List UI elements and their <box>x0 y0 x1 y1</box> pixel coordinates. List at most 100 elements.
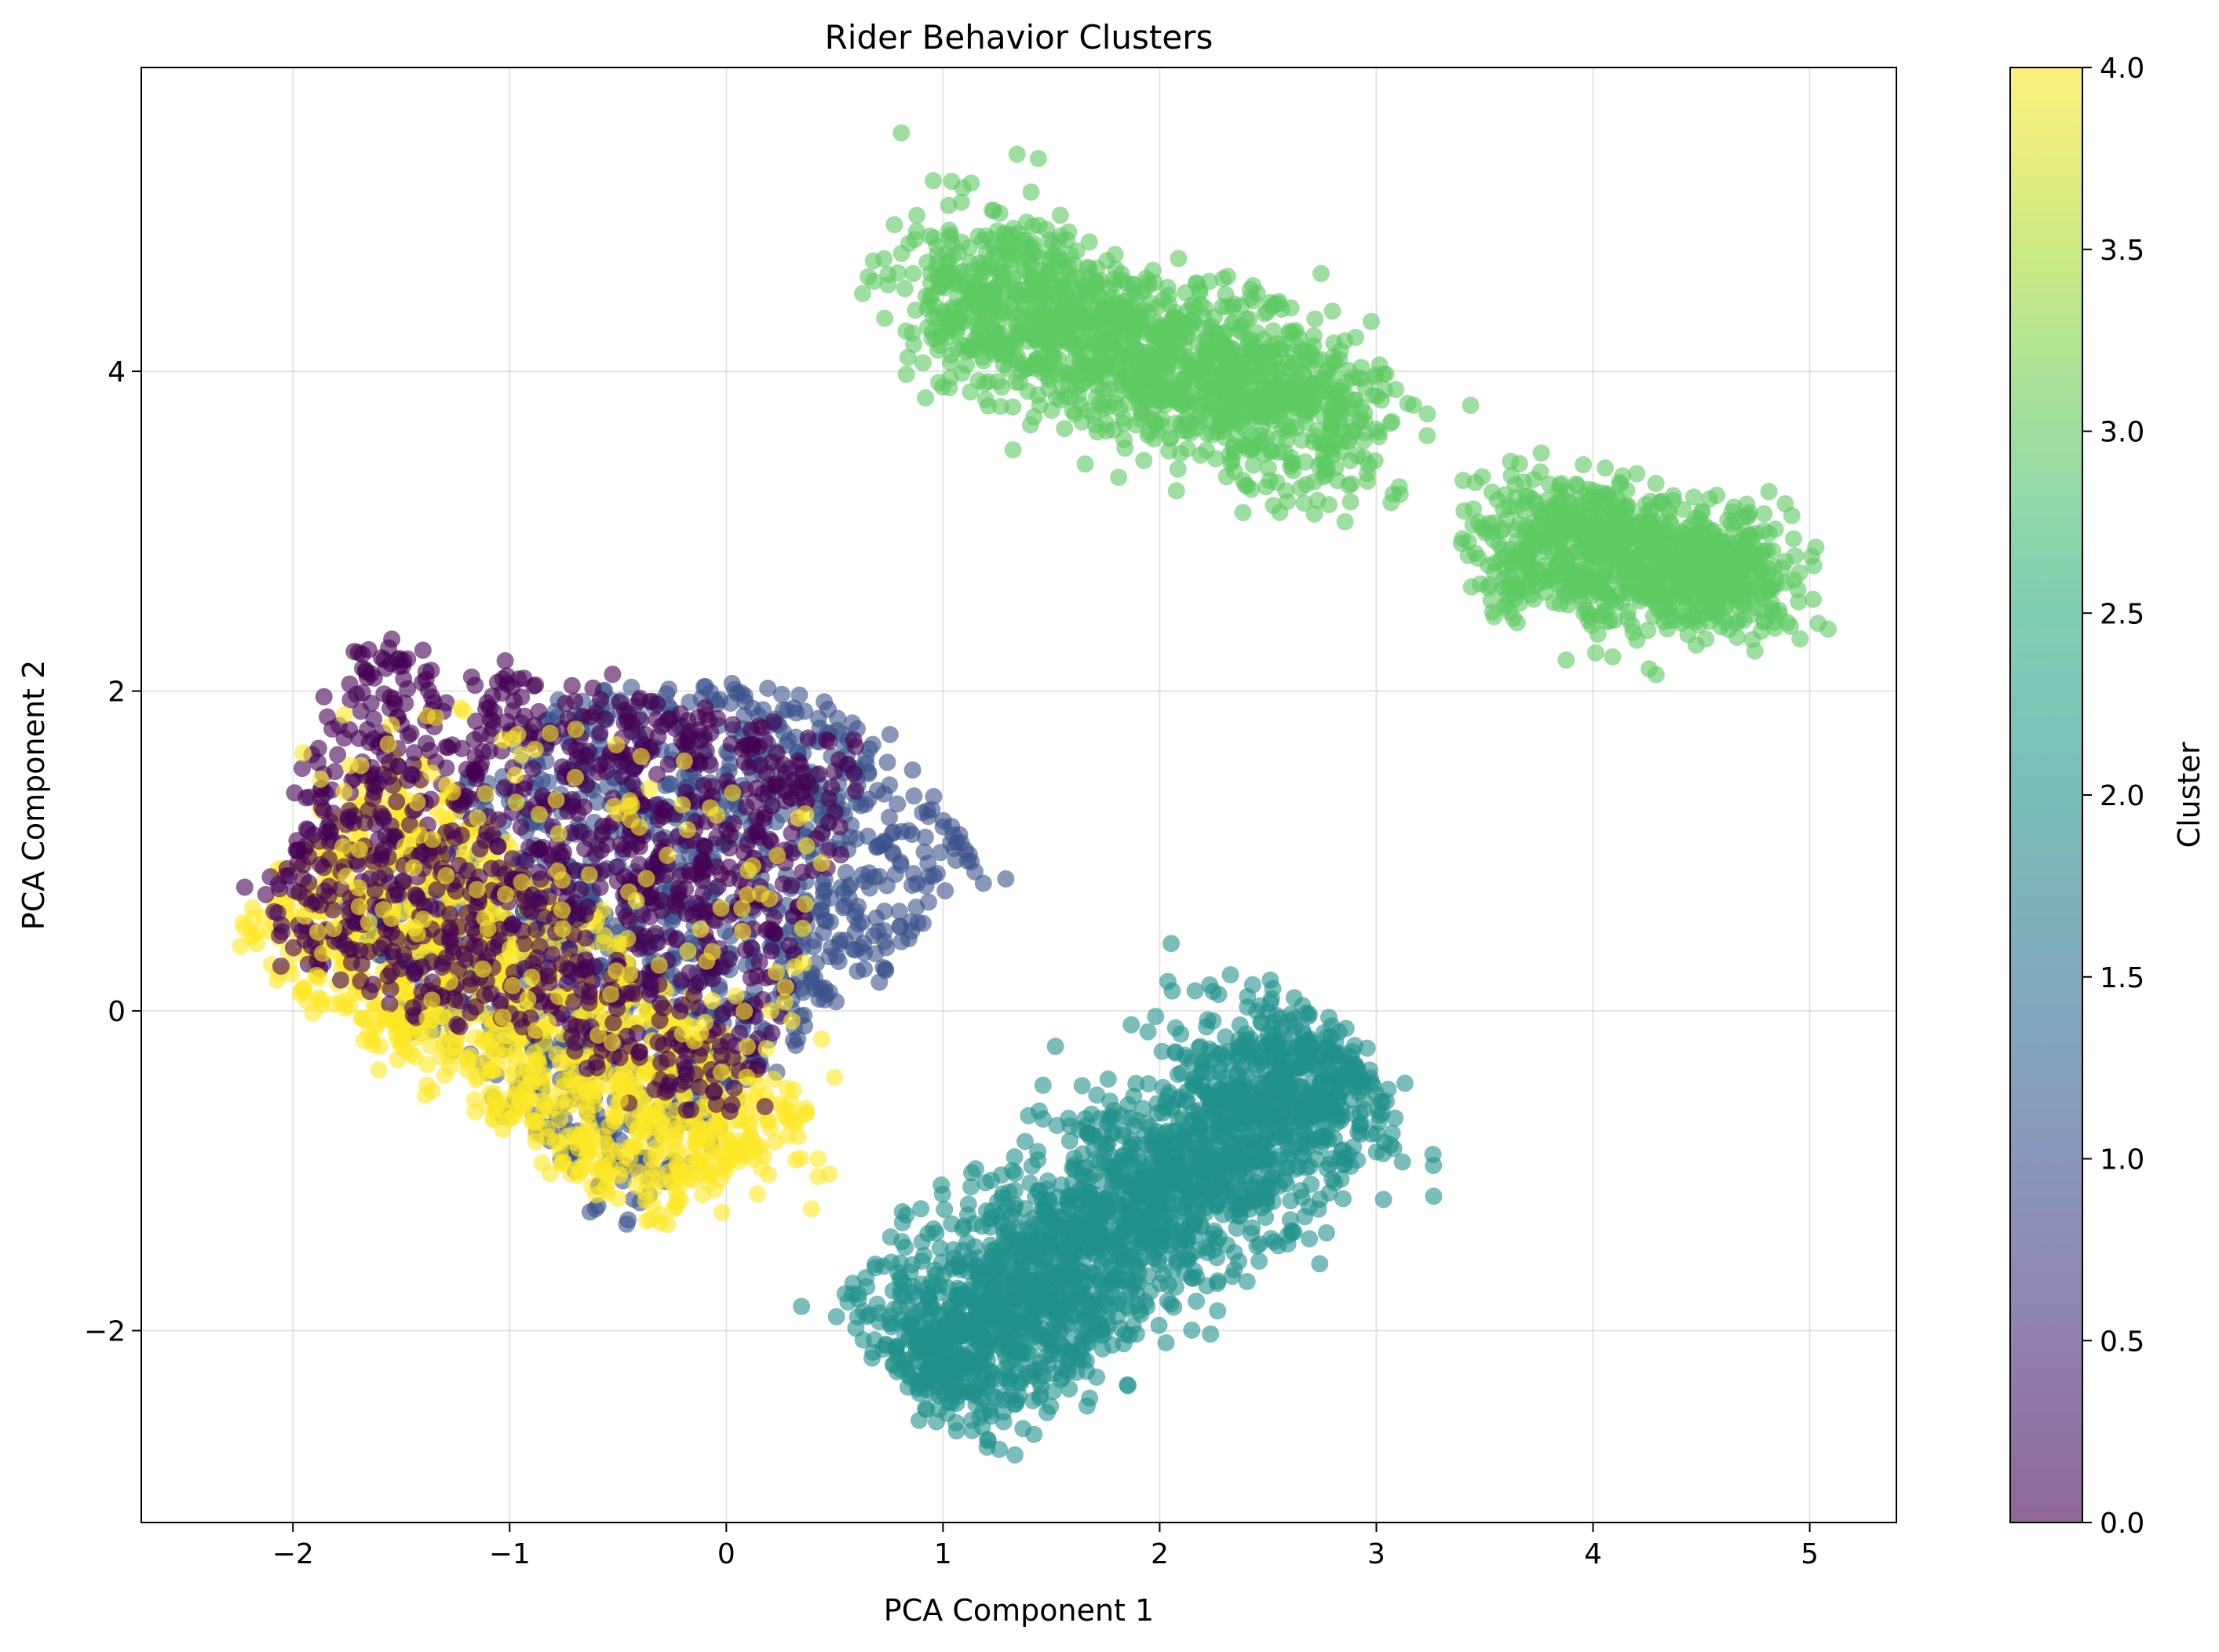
scatter-point-cluster-4 <box>309 924 327 941</box>
scatter-point-cluster-1 <box>925 867 943 884</box>
scatter-point-cluster-0 <box>566 1042 583 1059</box>
scatter-point-cluster-0 <box>623 723 641 740</box>
scatter-point-cluster-4 <box>739 1038 756 1055</box>
scatter-point-cluster-0 <box>611 1049 629 1067</box>
scatter-point-cluster-4 <box>476 910 494 927</box>
scatter-point-cluster-0 <box>467 998 484 1016</box>
scatter-point-cluster-4 <box>724 784 741 801</box>
scatter-point-cluster-2 <box>1162 935 1180 952</box>
scatter-point-cluster-0 <box>530 864 547 881</box>
scatter-point-cluster-4 <box>356 1012 374 1029</box>
scatter-point-cluster-1 <box>722 695 739 712</box>
scatter-point-cluster-4 <box>305 1005 322 1022</box>
scatter-point-cluster-2 <box>1311 1255 1328 1272</box>
scatter-point-cluster-4 <box>244 899 261 917</box>
scatter-point-cluster-4 <box>495 1008 512 1026</box>
scatter-point-cluster-0 <box>673 972 690 989</box>
scatter-point-cluster-0 <box>568 954 586 971</box>
scatter-point-cluster-4 <box>790 809 807 826</box>
scatter-point-cluster-4 <box>617 1069 634 1086</box>
scatter-point-cluster-4 <box>380 735 397 753</box>
scatter-point-cluster-0 <box>580 742 597 760</box>
scatter-point-cluster-4 <box>374 901 392 918</box>
scatter-point-cluster-4 <box>672 1191 689 1209</box>
scatter-point-cluster-0 <box>783 825 801 842</box>
scatter-point-cluster-4 <box>560 1098 577 1115</box>
scatter-point-cluster-1 <box>849 963 867 980</box>
scatter-point-cluster-0 <box>353 956 370 973</box>
scatter-point-cluster-1 <box>828 948 845 965</box>
scatter-point-cluster-4 <box>291 986 308 1003</box>
scatter-point-cluster-4 <box>625 1113 642 1130</box>
scatter-point-cluster-4 <box>795 954 812 972</box>
scatter-point-cluster-4 <box>409 793 426 811</box>
scatter-point-cluster-0 <box>704 970 721 987</box>
scatter-point-cluster-4 <box>589 1027 607 1044</box>
scatter-point-cluster-0 <box>604 666 621 683</box>
scatter-point-cluster-0 <box>348 686 365 703</box>
scatter-point-cluster-4 <box>797 1106 814 1123</box>
scatter-point-cluster-0 <box>823 779 841 796</box>
scatter-point-cluster-0 <box>527 921 545 939</box>
scatter-point-cluster-4 <box>370 1061 388 1078</box>
scatter-point-cluster-0 <box>557 695 574 712</box>
scatter-point-cluster-4 <box>566 1126 583 1143</box>
scatter-point-cluster-4 <box>608 736 625 753</box>
scatter-point-cluster-2 <box>828 1308 845 1326</box>
scatter-point-cluster-0 <box>845 731 863 749</box>
scatter-point-cluster-0 <box>361 734 378 751</box>
scatter-point-cluster-1 <box>904 761 922 779</box>
scatter-point-cluster-4 <box>600 1118 618 1135</box>
scatter-point-cluster-1 <box>881 776 898 793</box>
scatter-point-cluster-0 <box>696 699 714 717</box>
scatter-point-cluster-4 <box>418 1009 436 1027</box>
scatter-point-cluster-2 <box>1100 1070 1117 1088</box>
scatter-point-cluster-2 <box>1151 1317 1168 1334</box>
scatter-point-cluster-4 <box>659 1216 677 1233</box>
scatter-point-cluster-2 <box>894 1214 911 1231</box>
scatter-point-cluster-0 <box>781 937 798 954</box>
scatter-point-cluster-0 <box>373 649 390 666</box>
scatter-point-cluster-4 <box>553 902 571 919</box>
scatter-point-cluster-1 <box>867 945 884 962</box>
scatter-point-cluster-0 <box>312 896 329 914</box>
scatter-point-cluster-2 <box>1140 1075 1157 1092</box>
scatter-point-cluster-4 <box>778 1110 795 1127</box>
scatter-point-cluster-2 <box>1047 1038 1064 1055</box>
scatter-point-cluster-4 <box>659 847 676 864</box>
scatter-point-cluster-2 <box>914 1234 931 1251</box>
scatter-point-cluster-4 <box>424 831 441 848</box>
scatter-point-cluster-4 <box>752 885 769 903</box>
scatter-point-cluster-0 <box>272 957 290 975</box>
scatter-point-cluster-4 <box>633 748 650 765</box>
scatter-point-cluster-4 <box>637 1192 655 1209</box>
scatter-point-cluster-0 <box>422 662 440 679</box>
scatter-point-cluster-0 <box>746 793 763 810</box>
scatter-point-cluster-4 <box>809 1168 827 1185</box>
scatter-point-cluster-2 <box>1425 1146 1442 1163</box>
scatter-point-cluster-0 <box>820 733 838 750</box>
scatter-point-cluster-4 <box>735 1002 753 1019</box>
scatter-point-cluster-0 <box>604 1014 622 1031</box>
scatter-point-cluster-0 <box>755 809 772 826</box>
scatter-point-cluster-4 <box>405 859 422 877</box>
scatter-point-cluster-1 <box>810 709 827 727</box>
scatter-point-cluster-0 <box>695 777 712 794</box>
scatter-point-cluster-1 <box>787 1037 805 1054</box>
scatter-point-cluster-4 <box>673 797 691 814</box>
scatter-point-cluster-4 <box>652 1114 670 1131</box>
scatter-point-cluster-4 <box>797 837 815 855</box>
scatter-point-cluster-0 <box>531 841 548 859</box>
scatter-point-cluster-4 <box>567 769 584 786</box>
scatter-point-cluster-2 <box>911 1412 928 1429</box>
scatter-point-cluster-0 <box>691 721 708 738</box>
scatter-point-cluster-4 <box>703 992 721 1009</box>
scatter-point-cluster-0 <box>497 652 514 669</box>
scatter-point-cluster-0 <box>465 731 483 749</box>
scatter-point-cluster-4 <box>452 699 469 717</box>
scatter-point-cluster-0 <box>572 823 589 841</box>
scatter-point-cluster-4 <box>509 726 526 743</box>
scatter-point-cluster-4 <box>549 862 567 880</box>
scatter-point-cluster-0 <box>366 784 383 801</box>
